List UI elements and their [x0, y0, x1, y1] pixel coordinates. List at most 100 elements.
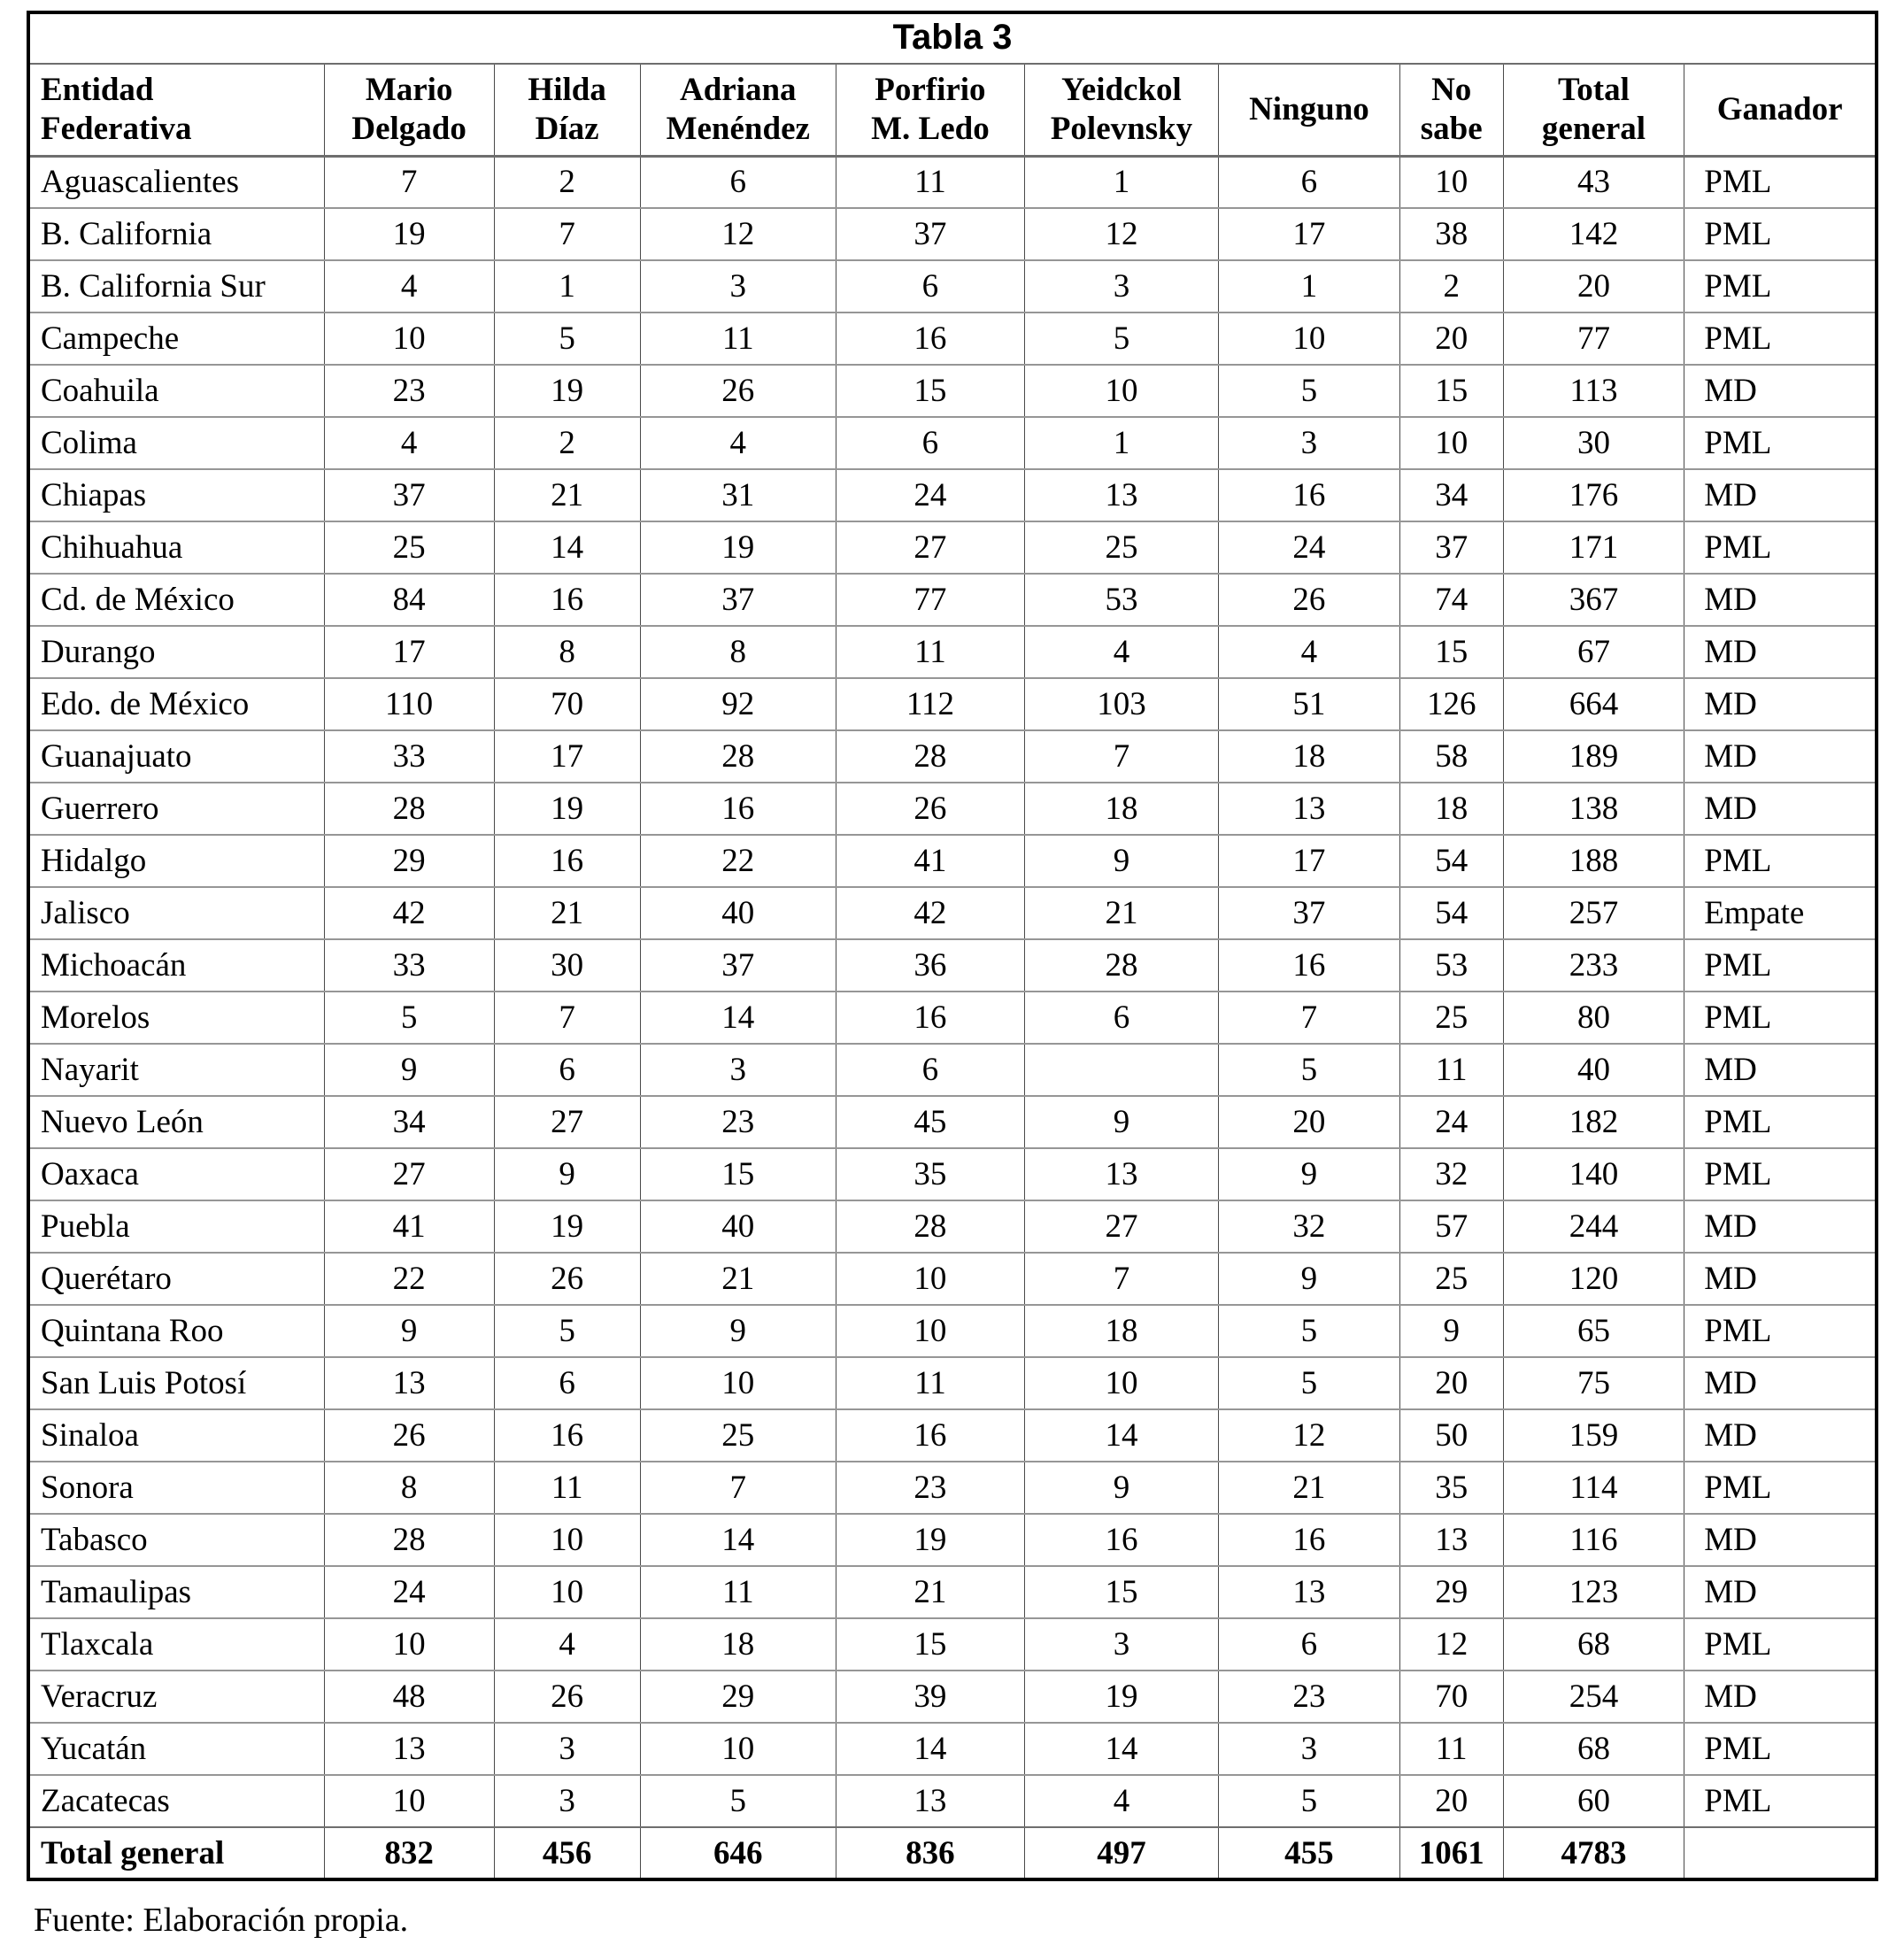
cell-value: 24 [323, 1565, 495, 1618]
table-row: Jalisco 42 21 40 42 21 37 54 257 Empate [28, 886, 1877, 939]
cell-entity: Veracruz [28, 1670, 325, 1723]
cell-value: 1 [493, 259, 641, 313]
cell-entity: Sonora [28, 1461, 325, 1514]
cell-winner: PML [1684, 521, 1877, 574]
cell-value: 1 [1218, 259, 1400, 313]
cell-value: 4 [323, 259, 495, 313]
cell-value: 6 [493, 1356, 641, 1409]
table-row: Michoacán 33 30 37 36 28 16 53 233 PML [28, 938, 1877, 992]
column-header-4: Porfirio M. Ledo [835, 64, 1025, 158]
cell-value: 8 [639, 625, 836, 678]
column-header-5: Yeidckol Polevnsky [1023, 64, 1219, 158]
cell-value: 171 [1502, 521, 1684, 574]
cell-value: 14 [1023, 1408, 1219, 1462]
cell-value: 257 [1502, 886, 1684, 939]
cell-value: 28 [323, 1513, 495, 1566]
title-row: Tabla 3 [28, 12, 1877, 65]
cell-value: 35 [835, 1147, 1025, 1200]
table-row: Cd. de México 84 16 37 77 53 26 74 367 MD [28, 573, 1877, 626]
cell-winner: MD [1684, 573, 1877, 626]
cell-value: 19 [493, 782, 641, 835]
cell-value: 9 [323, 1304, 495, 1357]
cell-winner: MD [1684, 677, 1877, 730]
column-header-0: Entidad Federativa [28, 64, 325, 158]
cell-value: 664 [1502, 677, 1684, 730]
header-row: Entidad Federativa Mario Delgado Hilda Día… [28, 64, 1877, 158]
cell-winner [1684, 1826, 1877, 1879]
table-row: Querétaro 22 26 21 10 7 9 25 120 MD [28, 1252, 1877, 1305]
cell-value: 75 [1502, 1356, 1684, 1409]
cell-value: 7 [493, 207, 641, 260]
cell-value: 1 [1023, 155, 1219, 208]
cell-value: 9 [1023, 1461, 1219, 1514]
cell-value: 3 [1218, 416, 1400, 469]
cell-value: 24 [835, 468, 1025, 521]
cell-value: 23 [639, 1095, 836, 1148]
cell-entity: Querétaro [28, 1252, 325, 1305]
cell-winner: MD [1684, 1356, 1877, 1409]
cell-value: 189 [1502, 729, 1684, 783]
cell-entity: Nayarit [28, 1043, 325, 1096]
cell-value: 3 [493, 1722, 641, 1775]
cell-entity: Colima [28, 416, 325, 469]
cell-value: 37 [1218, 886, 1400, 939]
cell-value: 6 [639, 155, 836, 208]
cell-value: 6 [1218, 1617, 1400, 1671]
cell-value: 113 [1502, 364, 1684, 417]
cell-entity: Jalisco [28, 886, 325, 939]
cell-value: 6 [835, 416, 1025, 469]
cell-value: 13 [1218, 782, 1400, 835]
cell-value: 37 [639, 938, 836, 992]
cell-value: 10 [1023, 1356, 1219, 1409]
cell-value: 8 [323, 1461, 495, 1514]
cell-entity: B. California [28, 207, 325, 260]
cell-value: 50 [1399, 1408, 1504, 1462]
cell-value: 244 [1502, 1200, 1684, 1253]
cell-value: 70 [1399, 1670, 1504, 1723]
cell-value: 27 [323, 1147, 495, 1200]
cell-value: 21 [1218, 1461, 1400, 1514]
cell-value: 21 [639, 1252, 836, 1305]
cell-value: 38 [1399, 207, 1504, 260]
cell-winner: PML [1684, 1617, 1877, 1671]
cell-winner: MD [1684, 1408, 1877, 1462]
cell-value: 9 [493, 1147, 641, 1200]
cell-winner: PML [1684, 938, 1877, 992]
cell-value: 5 [1218, 1774, 1400, 1827]
table-row: Edo. de México 110 70 92 112 103 51 126 664 MD [28, 677, 1877, 730]
cell-value: 40 [1502, 1043, 1684, 1096]
cell-value: 126 [1399, 677, 1504, 730]
cell-entity: Hidalgo [28, 834, 325, 887]
cell-value: 39 [835, 1670, 1025, 1723]
cell-value: 70 [493, 677, 641, 730]
cell-value: 10 [1023, 364, 1219, 417]
cell-entity: Chihuahua [28, 521, 325, 574]
cell-value: 22 [639, 834, 836, 887]
cell-value: 1061 [1399, 1826, 1504, 1879]
cell-value: 646 [639, 1826, 836, 1879]
cell-value: 10 [835, 1304, 1025, 1357]
cell-entity: Campeche [28, 312, 325, 365]
table-row: San Luis Potosí 13 6 10 11 10 5 20 75 MD [28, 1356, 1877, 1409]
cell-value: 34 [323, 1095, 495, 1148]
cell-value: 29 [1399, 1565, 1504, 1618]
column-header-8: Total general [1502, 64, 1684, 158]
cell-value: 26 [493, 1252, 641, 1305]
table-row: Sonora 8 11 7 23 9 21 35 114 PML [28, 1461, 1877, 1514]
table-row: Nayarit 9 6 3 6 5 11 40 MD [28, 1043, 1877, 1096]
cell-value: 42 [835, 886, 1025, 939]
cell-value: 14 [835, 1722, 1025, 1775]
cell-value: 8 [493, 625, 641, 678]
cell-value: 21 [493, 886, 641, 939]
cell-value: 13 [323, 1722, 495, 1775]
cell-entity: Puebla [28, 1200, 325, 1253]
cell-entity: B. California Sur [28, 259, 325, 313]
cell-value: 7 [1218, 991, 1400, 1044]
cell-value: 42 [323, 886, 495, 939]
cell-value: 26 [493, 1670, 641, 1723]
cell-value: 5 [1023, 312, 1219, 365]
cell-value: 37 [639, 573, 836, 626]
cell-value: 16 [1023, 1513, 1219, 1566]
cell-entity: Edo. de México [28, 677, 325, 730]
cell-entity: Quintana Roo [28, 1304, 325, 1357]
